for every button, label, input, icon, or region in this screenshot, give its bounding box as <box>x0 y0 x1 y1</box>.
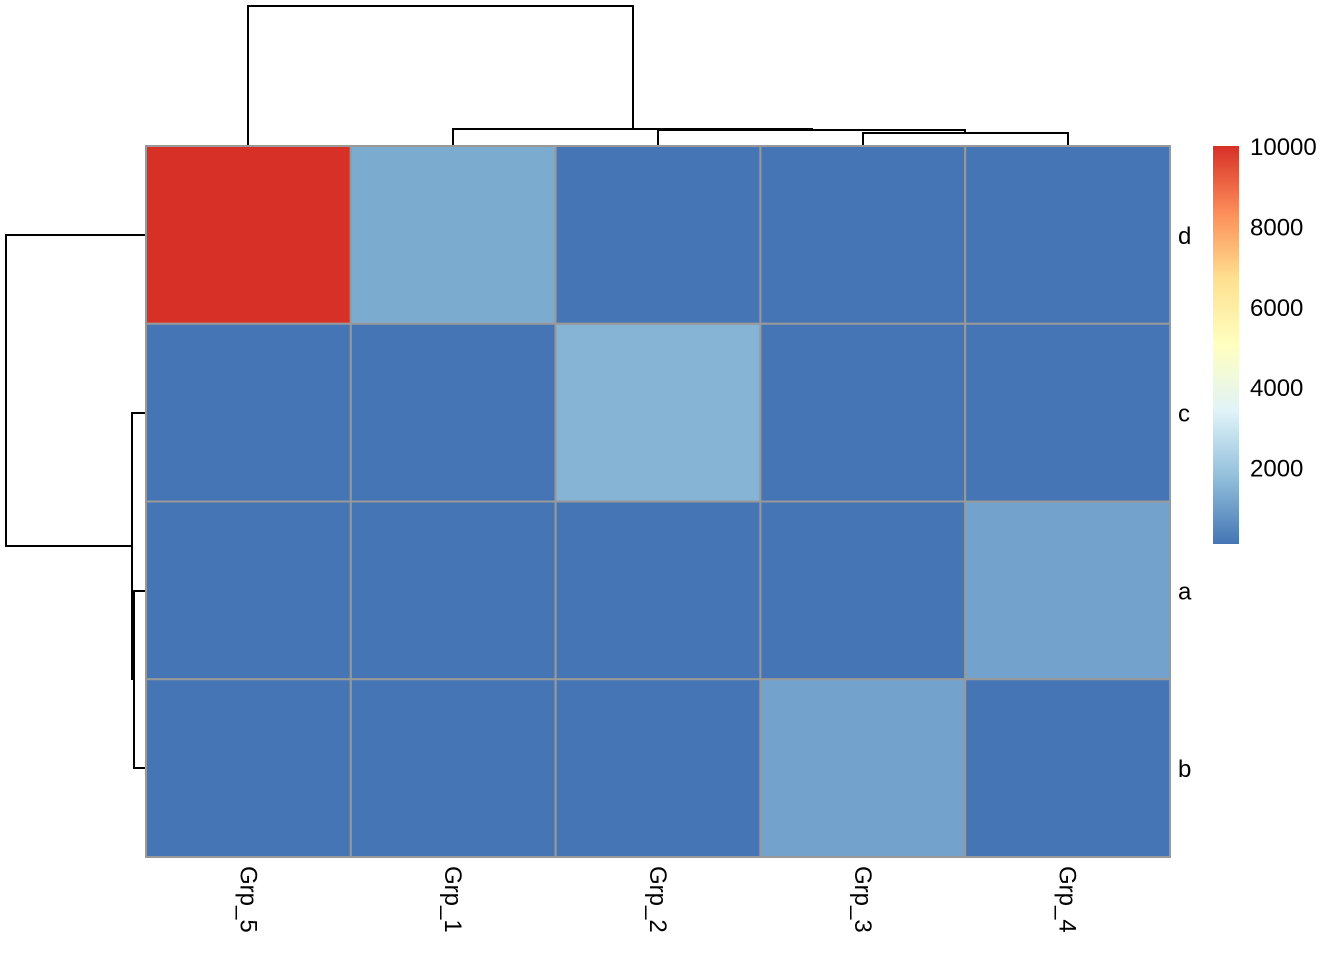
heatmap-cell <box>964 500 1172 681</box>
col-dendro-branch <box>247 5 634 146</box>
column-label: Grp_4 <box>1054 866 1081 933</box>
row-label: c <box>1178 401 1190 428</box>
heatmap-cell <box>759 322 967 503</box>
row-dendro-branch <box>133 590 146 769</box>
heatmap-cell <box>554 145 762 325</box>
heatmap-cells <box>145 145 1172 858</box>
colorbar-tick-label: 4000 <box>1250 375 1303 402</box>
heatmap-cell <box>554 322 762 503</box>
heatmap-cell <box>145 678 352 858</box>
heatmap-cell <box>964 322 1172 503</box>
colorbar-tick-label: 6000 <box>1250 295 1303 322</box>
col-dendro-branch <box>862 132 1069 146</box>
row-label: a <box>1178 578 1192 605</box>
heatmap-cell <box>554 678 762 858</box>
heatmap-cell <box>349 500 557 681</box>
colorbar-tick-labels: 2000 4000 6000 8000 10000 <box>1250 134 1317 483</box>
heatmap-cell <box>349 678 557 858</box>
heatmap-cell <box>759 500 967 681</box>
column-label: Grp_1 <box>439 866 466 933</box>
column-label: Grp_2 <box>644 866 671 933</box>
colorbar-tick-label: 8000 <box>1250 214 1303 241</box>
colorbar-gradient <box>1213 146 1239 544</box>
heatmap-cell <box>349 322 557 503</box>
row-label: b <box>1178 756 1191 783</box>
heatmap-cell <box>964 678 1172 858</box>
heatmap-cell <box>554 500 762 681</box>
row-labels: d c a b <box>1178 223 1192 783</box>
colorbar-tick-label: 2000 <box>1250 456 1303 483</box>
column-label: Grp_3 <box>849 866 876 933</box>
heatmap-cell <box>145 145 352 325</box>
column-dendrogram <box>247 5 1069 146</box>
row-dendro-branch <box>5 234 146 547</box>
heatmap-cell <box>759 678 967 858</box>
heatmap-cell <box>145 322 352 503</box>
column-label: Grp_5 <box>234 866 261 933</box>
heatmap-cell <box>145 500 352 681</box>
column-labels: Grp_5 Grp_1 Grp_2 Grp_3 Grp_4 <box>234 866 1080 933</box>
colorbar-tick-label: 10000 <box>1250 134 1317 161</box>
heatmap-cell <box>759 145 967 325</box>
row-dendrogram <box>5 234 146 769</box>
heatmap-cell <box>964 145 1172 325</box>
row-label: d <box>1178 223 1191 250</box>
colorbar-legend: 2000 4000 6000 8000 10000 <box>1213 134 1317 544</box>
heatmap-cell <box>349 145 557 325</box>
col-dendro-branch <box>452 128 813 146</box>
